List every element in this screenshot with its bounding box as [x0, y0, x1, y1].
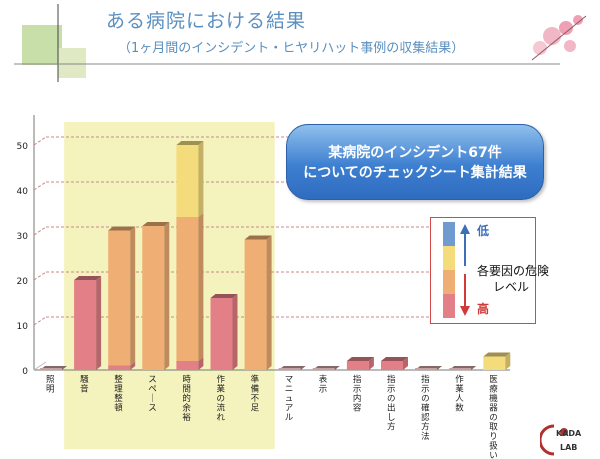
bar-side-13-2: [505, 352, 511, 370]
bar-base-11: [415, 368, 438, 370]
legend-low-label: 低: [477, 224, 490, 238]
x-tick-label-3: スペ｜ス: [148, 375, 157, 414]
x-tick-label-8: 表示: [319, 374, 328, 395]
y-tick-label-3: 30: [17, 232, 29, 242]
bar-4-seg-1: [176, 217, 199, 361]
bar-top-5: [210, 294, 238, 298]
legend-title-line-1: 各要因の危険: [477, 264, 550, 278]
x-tick-label-11: 指示の確認方法: [421, 374, 430, 442]
x-tick-label-13: 医療機器の取り扱い: [489, 375, 498, 459]
page-title: ある病院における結果: [106, 10, 307, 32]
x-tick-label-5: 作業の流れ: [217, 374, 226, 423]
x-tick-label-4: 時間的余裕: [182, 375, 191, 423]
y-tick-label-4: 40: [17, 187, 29, 197]
bar-top-4: [176, 141, 204, 145]
y-tick-label-5: 50: [17, 142, 29, 152]
bar-side-5-0: [232, 294, 238, 370]
deco-square-light: [58, 48, 86, 78]
bar-top-13: [483, 352, 511, 357]
y-tick-label-0: 0: [22, 367, 28, 377]
bar-side-2-1: [130, 226, 136, 366]
bar-side-10-0: [403, 357, 408, 370]
bar-side-6-1: [266, 235, 272, 370]
bar-side-4-2: [198, 141, 204, 217]
bar-side-4-1: [198, 213, 204, 361]
bar-base-0: [40, 368, 62, 370]
svg-text:LAB: LAB: [560, 443, 577, 452]
y-tick-label-1: 10: [17, 322, 29, 332]
legend-title-line-2: レベル: [493, 280, 530, 294]
x-tick-label-12: 作業人数: [455, 374, 464, 414]
flower-icon: [531, 15, 587, 61]
bar-3-seg-1: [142, 226, 165, 370]
y-tick-label-2: 20: [17, 277, 29, 287]
x-tick-label-1: 騒音: [80, 375, 89, 395]
gridline-diag-4: [33, 181, 47, 191]
x-tick-label-2: 整理整頓: [114, 374, 123, 414]
legend-high-label: 高: [477, 302, 490, 316]
bar-top-3: [142, 222, 170, 226]
bar-side-9-0: [368, 357, 374, 370]
summary-callout: 某病院のインシデント67件 についてのチェックシート集計結果: [286, 124, 544, 200]
bar-5-seg-0: [210, 298, 233, 370]
title-decoration: [14, 4, 587, 82]
x-tick-label-10: 指示の出し方: [387, 374, 396, 433]
legend-color-scale: [443, 222, 470, 318]
bar-9-seg-0: [346, 361, 369, 370]
bar-10-seg-0: [381, 361, 403, 370]
page-subtitle: （1ヶ月間のインシデント・ヒヤリハット事例の収集結果）: [118, 41, 465, 56]
x-tick-label-9: 指示内容: [353, 374, 362, 414]
bar-top-9: [346, 357, 374, 361]
bar-base-12: [449, 368, 472, 370]
floor-edge: [33, 361, 47, 371]
x-tick-label-0: 照明: [46, 375, 55, 395]
deco-square-green: [22, 25, 62, 65]
bar-side-2-0: [130, 361, 136, 370]
bar-side-1-0: [96, 276, 102, 370]
callout-line-2: についてのチェックシート集計結果: [303, 165, 527, 181]
bar-1-seg-0: [74, 280, 97, 370]
gridline-diag-2: [33, 271, 47, 281]
bar-side-3-1: [164, 222, 170, 370]
bar-top-6: [244, 235, 272, 240]
gridline-diag-1: [33, 316, 47, 326]
bar-4-seg-0: [176, 361, 199, 370]
bar-base-7: [278, 368, 301, 370]
bar-side-4-0: [198, 357, 204, 370]
x-tick-label-7: マニュアル: [285, 375, 294, 423]
bar-top-1: [74, 276, 102, 280]
bar-2-seg-1: [108, 230, 131, 366]
bar-base-8: [312, 368, 335, 370]
bar-top-10: [381, 357, 408, 361]
arrow-down-icon: [460, 274, 470, 316]
x-tick-label-6: 準備不足: [251, 374, 260, 414]
gridline-diag-3: [33, 226, 47, 236]
kada-lab-logo: KADA LAB: [540, 424, 582, 456]
bar-2-seg-0: [108, 365, 131, 370]
risk-level-legend: 低 各要因の危険 レベル 高: [430, 217, 549, 324]
bar-4-seg-2: [176, 145, 199, 217]
gridline-diag-5: [33, 136, 47, 146]
bar-6-seg-1: [244, 239, 267, 370]
bar-13-seg-2: [483, 356, 506, 370]
svg-text:KADA: KADA: [556, 429, 582, 438]
callout-line-1: 某病院のインシデント67件: [328, 145, 502, 161]
bar-top-2: [108, 226, 136, 231]
arrow-up-icon: [460, 224, 470, 266]
